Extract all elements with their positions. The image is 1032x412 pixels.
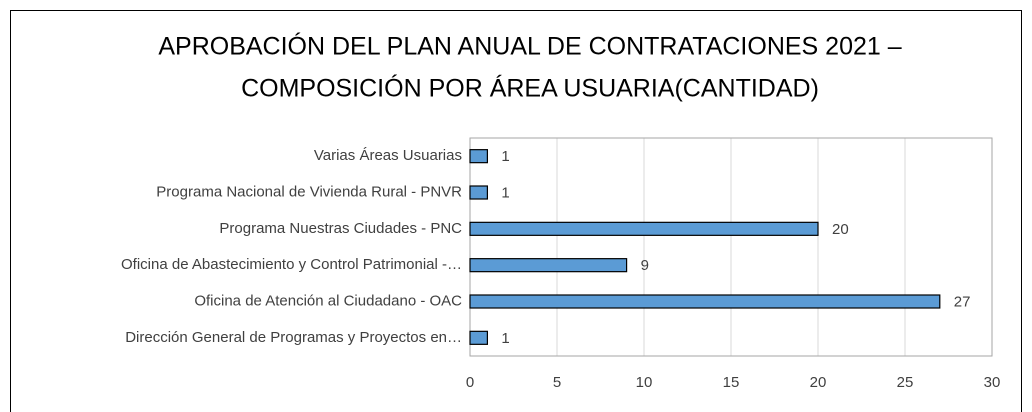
data-label: 1 (501, 330, 509, 347)
bar (469, 149, 488, 164)
chart-frame (10, 10, 1022, 412)
data-label: 27 (954, 293, 971, 310)
x-tick-label: 10 (636, 374, 653, 391)
x-tick-label: 0 (466, 374, 474, 391)
chart-title: COMPOSICIÓN POR ÁREA USUARIA(CANTIDAD) (241, 74, 819, 103)
chart-title: APROBACIÓN DEL PLAN ANUAL DE CONTRATACIO… (158, 32, 901, 61)
bar (469, 185, 488, 200)
bar (469, 294, 941, 309)
x-tick-label: 5 (553, 374, 561, 391)
y-tick-label: Dirección General de Programas y Proyect… (125, 329, 462, 346)
y-tick-label: Oficina de Abastecimiento y Control Patr… (121, 256, 462, 273)
x-tick-label: 15 (723, 374, 740, 391)
bar (469, 258, 628, 273)
x-tick-label: 25 (897, 374, 914, 391)
x-tick-label: 30 (984, 374, 1001, 391)
x-tick-label: 20 (810, 374, 827, 391)
plot-border (469, 137, 993, 357)
data-label: 1 (501, 148, 509, 165)
y-tick-label: Oficina de Atención al Ciudadano - OAC (194, 292, 462, 309)
y-tick-label: Varias Áreas Usuarias (314, 147, 462, 164)
y-tick-label: Programa Nuestras Ciudades - PNC (219, 220, 462, 237)
data-label: 9 (641, 257, 649, 274)
bar (469, 330, 488, 345)
bar (469, 221, 819, 236)
y-tick-label: Programa Nacional de Vivienda Rural - PN… (156, 183, 462, 200)
data-label: 1 (501, 184, 509, 201)
data-label: 20 (832, 221, 849, 238)
